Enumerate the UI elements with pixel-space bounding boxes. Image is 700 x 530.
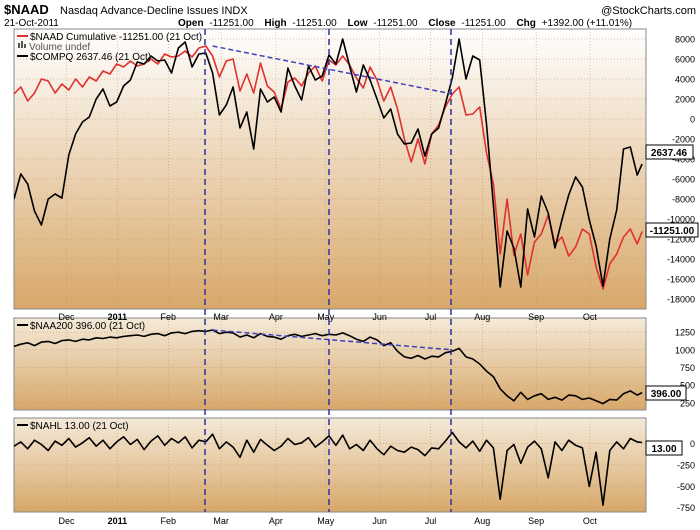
- x-tick-label: Dec: [59, 516, 76, 526]
- close-label: Close: [428, 18, 456, 29]
- last-value-naa200: 396.00: [645, 385, 687, 401]
- x-tick-label: May: [317, 312, 335, 322]
- ohlc-readout: Open -11251.00 High -11251.00 Low -11251…: [178, 18, 632, 29]
- x-tick-label: Mar: [213, 312, 229, 322]
- y-tick-label: -12000: [667, 235, 695, 245]
- symbol-title: $NAAD: [4, 2, 49, 17]
- bottom-series-layer: [14, 431, 643, 507]
- x-tick-label: Sep: [528, 516, 544, 526]
- legend-naad: $NAAD Cumulative -11251.00 (21 Oct): [30, 32, 202, 43]
- x-tick-label: Dec: [59, 312, 76, 322]
- legend-compq: $COMPQ 2637.46 (21 Oct): [30, 52, 151, 63]
- volume-icon-bar: [21, 41, 23, 48]
- brand-logo[interactable]: @StockCharts.com: [601, 5, 696, 17]
- x-tick-label: Jun: [372, 516, 387, 526]
- y-tick-label: -250: [677, 461, 695, 471]
- x-tick-label: Aug: [474, 312, 490, 322]
- y-tick-label: -500: [677, 482, 695, 492]
- y-tick-label: 250: [680, 398, 695, 408]
- y-tick-label: -14000: [667, 255, 695, 265]
- low-label: Low: [348, 18, 368, 29]
- high-value: -11251.00: [292, 18, 337, 29]
- last-value-compq: 2637.46: [645, 144, 694, 160]
- legend-nahl: $NAHL 13.00 (21 Oct): [30, 421, 129, 432]
- y-tick-label: -750: [677, 503, 695, 513]
- open-label: Open: [178, 18, 204, 29]
- last-value-naad-text: -11251.00: [650, 226, 695, 237]
- legend-naa200: $NAA200 396.00 (21 Oct): [30, 321, 145, 332]
- main-legend: $NAAD Cumulative -11251.00 (21 Oct) Volu…: [17, 32, 202, 63]
- high-label: High: [264, 18, 286, 29]
- last-value-nahl: 13.00: [645, 440, 683, 456]
- chart-header: $NAAD Nasdaq Advance-Decline Issues INDX…: [4, 2, 696, 29]
- series-line--nahl: [14, 431, 643, 507]
- y-tick-label: 8000: [675, 35, 695, 45]
- x-tick-label: Apr: [269, 312, 283, 322]
- y-tick-label: 1250: [675, 328, 695, 338]
- x-tick-label: Aug: [474, 516, 490, 526]
- x-tick-label: May: [317, 516, 335, 526]
- y-tick-label: 4000: [675, 75, 695, 85]
- x-tick-label: Jun: [372, 312, 387, 322]
- chg-label: Chg: [516, 18, 535, 29]
- x-tick-label: Feb: [161, 312, 177, 322]
- last-value-naa200-text: 396.00: [651, 389, 682, 400]
- y-tick-label: -10000: [667, 215, 695, 225]
- y-tick-label: -16000: [667, 275, 695, 285]
- trendline: [212, 329, 453, 351]
- low-value: -11251.00: [373, 18, 418, 29]
- y-tick-label: -6000: [672, 175, 695, 185]
- y-tick-label: -8000: [672, 195, 695, 205]
- y-tick-label: 0: [690, 115, 695, 125]
- y-tick-label: 750: [680, 363, 695, 373]
- x-tick-label: 2011: [108, 516, 128, 526]
- chg-value: +1392.00 (+11.01%): [542, 18, 632, 29]
- close-value: -11251.00: [461, 18, 506, 29]
- x-tick-label: Feb: [161, 516, 177, 526]
- main-panel: [13, 28, 647, 310]
- y-tick-label: 2000: [675, 95, 695, 105]
- volume-icon-bar: [24, 44, 26, 48]
- volume-icon: [18, 43, 20, 48]
- symbol-description: Nasdaq Advance-Decline Issues INDX: [60, 5, 248, 17]
- y-tick-label: 500: [680, 381, 695, 391]
- trendline: [212, 45, 453, 95]
- open-value: -11251.00: [209, 18, 254, 29]
- x-tick-label: 2011: [108, 312, 128, 322]
- last-value-naad: -11251.00: [645, 222, 699, 238]
- vertical-markers: [204, 29, 452, 512]
- x-tick-label: Oct: [583, 312, 598, 322]
- y-tick-label: 0: [690, 439, 695, 449]
- y-tick-label: 1000: [675, 345, 695, 355]
- bottom-legend: $NAHL 13.00 (21 Oct): [17, 421, 129, 432]
- y-tick-label: -18000: [667, 295, 695, 305]
- middle-legend: $NAA200 396.00 (21 Oct): [17, 321, 145, 332]
- x-tick-label: Apr: [269, 516, 283, 526]
- legend-volume: Volume undef: [29, 42, 90, 53]
- x-tick-label: Jul: [425, 312, 437, 322]
- last-value-nahl-text: 13.00: [651, 444, 676, 455]
- y-tick-label: 6000: [675, 55, 695, 65]
- y-tick-label: -2000: [672, 135, 695, 145]
- last-value-compq-text: 2637.46: [651, 148, 688, 159]
- grid-layer: [14, 29, 646, 512]
- x-tick-label: Sep: [528, 312, 544, 322]
- axis-layer: 80006000400020000-2000-4000-6000-8000-10…: [59, 35, 695, 527]
- chart-date: 21-Oct-2011: [4, 18, 59, 29]
- x-tick-label: Oct: [583, 516, 598, 526]
- x-tick-label: Jul: [425, 516, 437, 526]
- x-tick-label: Mar: [213, 516, 229, 526]
